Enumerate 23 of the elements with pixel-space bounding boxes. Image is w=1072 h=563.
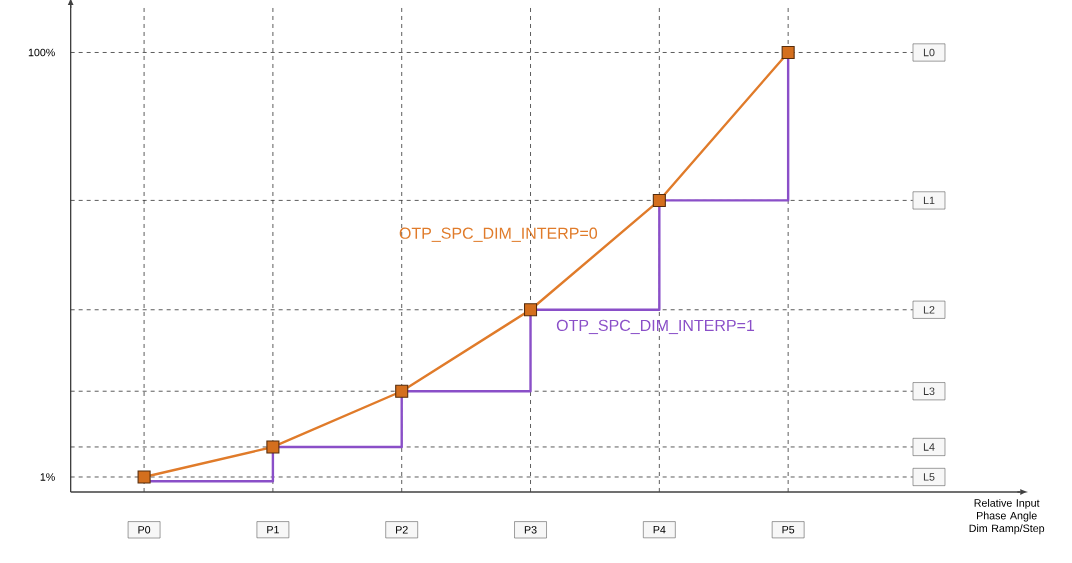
point (781, 46, 795, 60)
x-tick-label: P3 (524, 526, 537, 534)
series-label: OTP_SPC_DIM_INTERP=0 (399, 227, 598, 243)
x-tick-label: P0 (138, 526, 151, 534)
text: Relative Input Phase Angle Dim Ramp/Step (969, 499, 1045, 535)
x-tick-label: P2 (396, 526, 408, 534)
x-tick-label: P5 (782, 526, 795, 534)
ref-line-label: L2 (923, 306, 935, 314)
ref-line-label: L5 (923, 473, 935, 481)
point (523, 303, 538, 317)
ref-line-label: L1 (923, 196, 935, 205)
ref-line-label: L0 (923, 48, 935, 57)
ref-line-label: L3 (923, 387, 935, 396)
y-tick-label: 1% (40, 473, 55, 481)
x-tick-label: P1 (267, 526, 279, 534)
series-label: OTP_SPC_DIM_INTERP=1 (556, 319, 755, 335)
point (652, 194, 666, 208)
x-tick-label: P4 (653, 526, 666, 534)
ref-line-label: L4 (923, 443, 935, 451)
point (395, 384, 409, 398)
y-tick-label: 100% (28, 48, 55, 57)
point (137, 470, 151, 484)
point (266, 440, 280, 454)
